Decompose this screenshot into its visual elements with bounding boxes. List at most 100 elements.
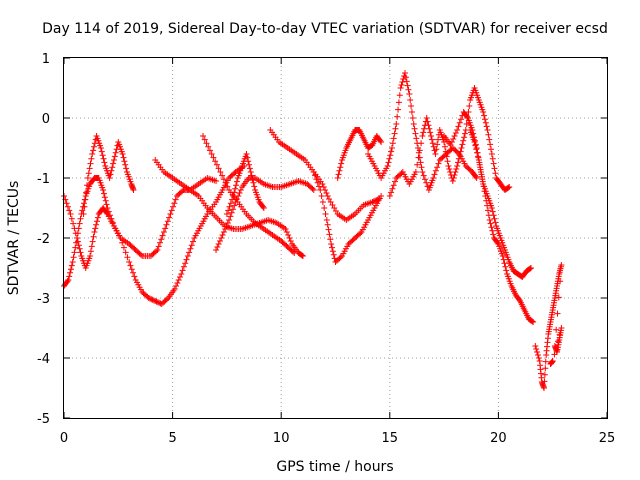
data-point — [481, 116, 488, 123]
data-point — [70, 220, 77, 227]
data-point — [484, 207, 491, 214]
data-point — [541, 385, 548, 391]
data-point — [483, 123, 490, 130]
data-point — [126, 259, 133, 265]
y-tick-label: -5 — [37, 412, 50, 427]
data-point — [486, 136, 493, 143]
data-point — [102, 197, 109, 204]
data-point — [421, 176, 428, 183]
data-point — [123, 165, 130, 172]
data-point — [205, 143, 212, 150]
data-point — [74, 230, 81, 237]
data-point — [558, 325, 565, 331]
data-point — [411, 125, 418, 132]
data-point — [251, 183, 258, 190]
data-point — [476, 161, 483, 168]
data-point — [186, 249, 193, 256]
x-tick-label: 25 — [599, 431, 616, 446]
data-point — [152, 298, 159, 304]
data-point — [541, 378, 548, 385]
y-tick-labels: -5 -4 -3 -2 -1 0 1 — [37, 52, 50, 427]
data-point — [173, 283, 180, 289]
data-point — [534, 349, 541, 355]
data-point — [106, 175, 113, 181]
data-point — [299, 253, 306, 259]
data-point — [215, 241, 222, 247]
data-point — [389, 185, 396, 192]
data-point — [385, 159, 392, 166]
data-point — [97, 145, 104, 151]
data-point — [259, 203, 266, 210]
data-point — [68, 262, 75, 269]
data-point — [490, 160, 497, 167]
data-point — [110, 157, 117, 163]
data-point — [149, 296, 156, 303]
data-point — [213, 247, 220, 253]
data-point — [232, 185, 239, 192]
data-point — [386, 193, 393, 199]
data-point — [410, 121, 417, 127]
y-axis-label: SDTVAR / TECUs — [6, 181, 22, 296]
data-point — [119, 151, 126, 157]
data-point — [533, 346, 540, 352]
data-point — [427, 129, 434, 136]
data-point — [394, 113, 401, 120]
data-point — [64, 278, 71, 285]
data-point — [449, 178, 456, 184]
data-point — [392, 125, 399, 132]
data-point — [92, 225, 99, 232]
data-point — [218, 235, 225, 241]
y-tick-label: -3 — [37, 292, 50, 307]
data-point — [369, 199, 376, 205]
data-point — [423, 179, 430, 186]
data-point — [247, 169, 254, 175]
data-point — [187, 245, 194, 252]
data-point — [217, 169, 224, 175]
data-point — [215, 165, 222, 172]
data-point — [337, 254, 344, 261]
data-point — [461, 134, 468, 141]
data-point — [184, 253, 191, 259]
data-point — [334, 175, 341, 181]
data-point — [488, 146, 495, 153]
data-point — [108, 167, 115, 174]
data-point — [455, 123, 462, 130]
data-point — [90, 233, 97, 240]
data-point — [322, 211, 329, 217]
data-point — [397, 85, 404, 91]
data-point — [323, 217, 330, 223]
data-point — [167, 211, 174, 217]
data-point — [323, 190, 330, 196]
data-point — [147, 295, 154, 302]
data-point — [77, 215, 84, 222]
data-point — [69, 259, 76, 265]
data-point — [453, 166, 460, 172]
data-point — [120, 154, 127, 161]
data-point — [409, 115, 416, 121]
data-point — [219, 232, 226, 238]
data-point — [299, 252, 306, 259]
data-point — [154, 299, 161, 306]
data-point — [237, 187, 244, 193]
data-point — [398, 170, 405, 177]
data-point — [105, 208, 112, 215]
grid-lines — [64, 58, 607, 418]
data-point — [314, 179, 321, 186]
plot-frame — [63, 57, 608, 419]
data-point — [370, 198, 377, 205]
data-point — [412, 130, 419, 137]
data-point — [179, 188, 186, 195]
data-point — [287, 238, 294, 244]
data-point — [499, 253, 506, 259]
data-point — [229, 206, 236, 213]
data-point — [213, 161, 220, 168]
data-point — [285, 232, 292, 238]
data-point — [188, 242, 195, 249]
data-point — [388, 148, 395, 155]
data-point — [83, 189, 90, 196]
data-point — [434, 141, 441, 148]
data-point — [403, 78, 410, 85]
data-point — [70, 254, 77, 261]
data-point — [425, 122, 432, 129]
data-point — [405, 86, 412, 93]
